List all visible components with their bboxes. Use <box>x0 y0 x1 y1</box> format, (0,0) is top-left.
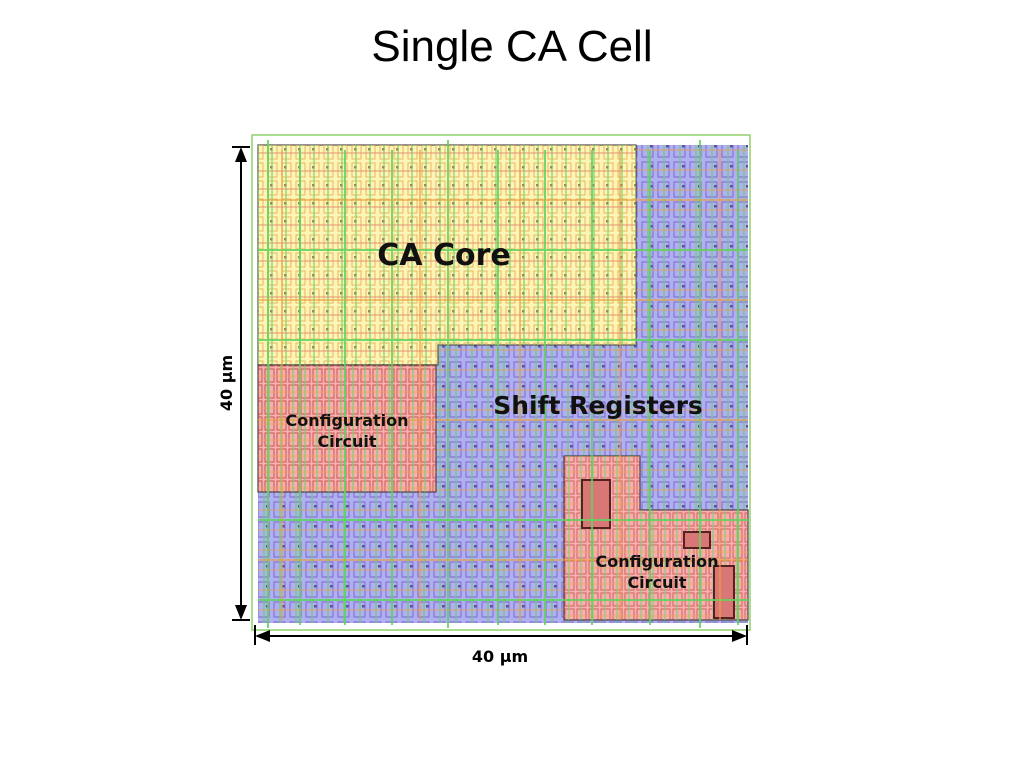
width-label: 40 µm <box>472 647 528 666</box>
width-dimension: 40 µm <box>254 625 748 666</box>
slide-title: Single CA Cell <box>371 22 653 71</box>
shift-registers-label: Shift Registers <box>493 391 703 420</box>
config-right-label-line1: Configuration <box>595 552 718 571</box>
config-block-b <box>683 531 711 549</box>
config-right-label-line2: Circuit <box>627 573 686 592</box>
height-label: 40 µm <box>217 355 236 411</box>
height-dimension: 40 µm <box>217 146 250 621</box>
config-block-c <box>713 565 735 619</box>
routing-wires <box>258 140 748 628</box>
config-left-label-line1: Configuration <box>285 411 408 430</box>
ca-core-label: CA Core <box>377 238 510 273</box>
config-left-label-line2: Circuit <box>317 432 376 451</box>
